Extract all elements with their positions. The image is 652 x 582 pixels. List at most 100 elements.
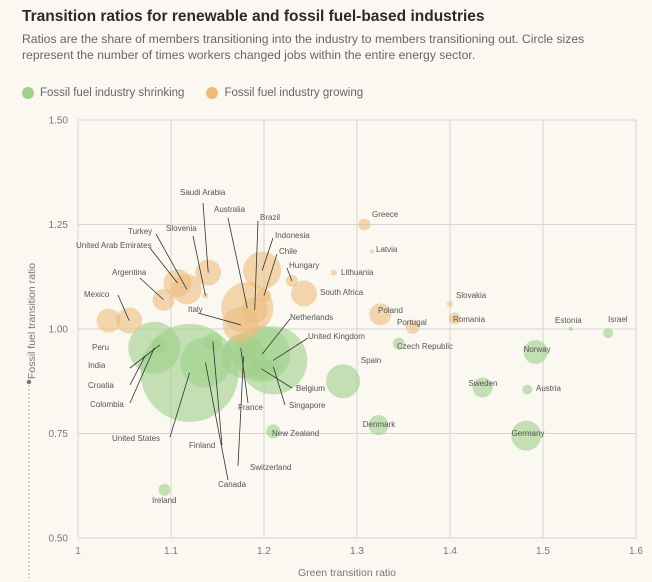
leader-line <box>261 318 291 355</box>
bubble <box>603 328 614 339</box>
data-label: Australia <box>214 205 246 214</box>
bubble <box>158 483 171 496</box>
data-label: United Kingdom <box>308 332 365 341</box>
bubble <box>266 424 281 439</box>
leader-line <box>192 235 206 296</box>
leader-line <box>237 356 244 467</box>
chart-subtitle: Ratios are the share of members transiti… <box>22 32 585 62</box>
data-label: New Zealand <box>272 429 319 438</box>
legend-label-shrinking: Fossil fuel industry shrinking <box>40 87 185 99</box>
leader-line <box>149 247 178 284</box>
data-label: Brazil <box>260 213 280 222</box>
data-label: Austria <box>536 384 561 393</box>
data-label: Peru <box>92 343 109 352</box>
bubble <box>326 364 361 399</box>
leader-line <box>117 294 130 321</box>
leader-line <box>286 267 293 282</box>
leader-line <box>263 253 278 296</box>
legend-swatch-growing <box>206 87 219 99</box>
bubble <box>448 312 461 325</box>
data-label: Singapore <box>289 401 326 410</box>
legend-swatch-shrinking <box>22 87 34 99</box>
x-tick-label: 1.3 <box>350 546 364 557</box>
data-label: Czech Republic <box>397 342 453 351</box>
data-label: Slovakia <box>456 291 487 300</box>
leader-line <box>129 347 155 404</box>
data-label: United States <box>112 434 160 443</box>
data-label: Poland <box>378 306 403 315</box>
leader-line <box>129 355 146 386</box>
y-tick-label: 1.00 <box>49 325 69 336</box>
bubble <box>568 327 573 331</box>
legend-label-growing: Fossil fuel industry growing <box>224 87 364 99</box>
data-label: Finland <box>189 441 215 450</box>
data-label: Netherlands <box>290 313 333 322</box>
data-label: Turkey <box>128 227 152 236</box>
bubble <box>447 300 453 307</box>
bubble <box>369 303 392 326</box>
y-tick-label: 0.50 <box>49 534 69 545</box>
data-label: Greece <box>372 210 399 219</box>
bubble <box>472 377 493 398</box>
data-label: Colombia <box>90 400 124 409</box>
data-label: Lithuania <box>341 268 374 277</box>
chart-title: Transition ratios for renewable and foss… <box>22 8 485 25</box>
data-label: Switzerland <box>250 463 291 472</box>
data-label: Latvia <box>376 245 398 254</box>
bubble <box>358 218 371 231</box>
x-tick-label: 1.2 <box>257 546 271 557</box>
data-label: Estonia <box>555 316 582 325</box>
bubble <box>511 420 542 451</box>
bubble <box>96 308 121 333</box>
x-tick-label: 1.4 <box>443 546 457 557</box>
bubble <box>290 280 317 307</box>
data-label: France <box>238 403 263 412</box>
leader-line <box>212 341 223 446</box>
bubble <box>522 384 533 395</box>
bubble <box>330 269 337 276</box>
x-tick-label: 1.6 <box>629 546 643 557</box>
data-label: Croatia <box>88 381 114 390</box>
x-tick-label: 1 <box>75 546 81 557</box>
data-label: Belgium <box>296 384 325 393</box>
x-tick-label: 1.1 <box>164 546 178 557</box>
data-label: Spain <box>361 356 381 365</box>
data-label: Germany <box>512 429 545 438</box>
leader-line <box>139 277 164 301</box>
leader-line <box>240 347 249 404</box>
data-label: Denmark <box>363 420 396 429</box>
data-label: Hungary <box>289 261 319 270</box>
legend-item-growing[interactable]: Fossil fuel industry growing <box>206 87 363 99</box>
leader-line <box>272 366 286 406</box>
data-label: Ireland <box>152 496 176 505</box>
bubble <box>392 337 405 350</box>
leader-line <box>202 202 209 273</box>
data-label: Italy <box>188 305 203 314</box>
x-axis-title: Green transition ratio <box>298 567 396 579</box>
data-label: India <box>88 361 106 370</box>
bubble <box>369 249 374 254</box>
data-label: Sweden <box>469 379 498 388</box>
leader-line <box>254 220 259 311</box>
data-label: Saudi Arabia <box>180 188 226 197</box>
y-axis-title: Fossil fuel transition ratio <box>26 263 38 379</box>
legend: Fossil fuel industry shrinking Fossil fu… <box>22 87 363 99</box>
data-label: United Arab Emirates <box>76 241 152 250</box>
data-label: Indonesia <box>275 231 310 240</box>
leader-line <box>273 337 309 361</box>
data-label: Norway <box>523 345 550 354</box>
bubble <box>368 415 389 436</box>
y-tick-label: 1.25 <box>49 220 69 231</box>
data-label: South Africa <box>320 288 364 297</box>
data-label: Chile <box>279 247 298 256</box>
y-tick-label: 1.50 <box>49 116 69 127</box>
data-label: Mexico <box>84 290 110 299</box>
leader-line <box>261 237 274 271</box>
leader-line <box>197 312 241 326</box>
bubble <box>405 319 420 334</box>
y-tick-label: 0.75 <box>49 429 69 440</box>
y-axis-decor-dot <box>26 379 32 385</box>
leader-line <box>155 233 188 290</box>
legend-item-shrinking[interactable]: Fossil fuel industry shrinking <box>22 87 184 99</box>
